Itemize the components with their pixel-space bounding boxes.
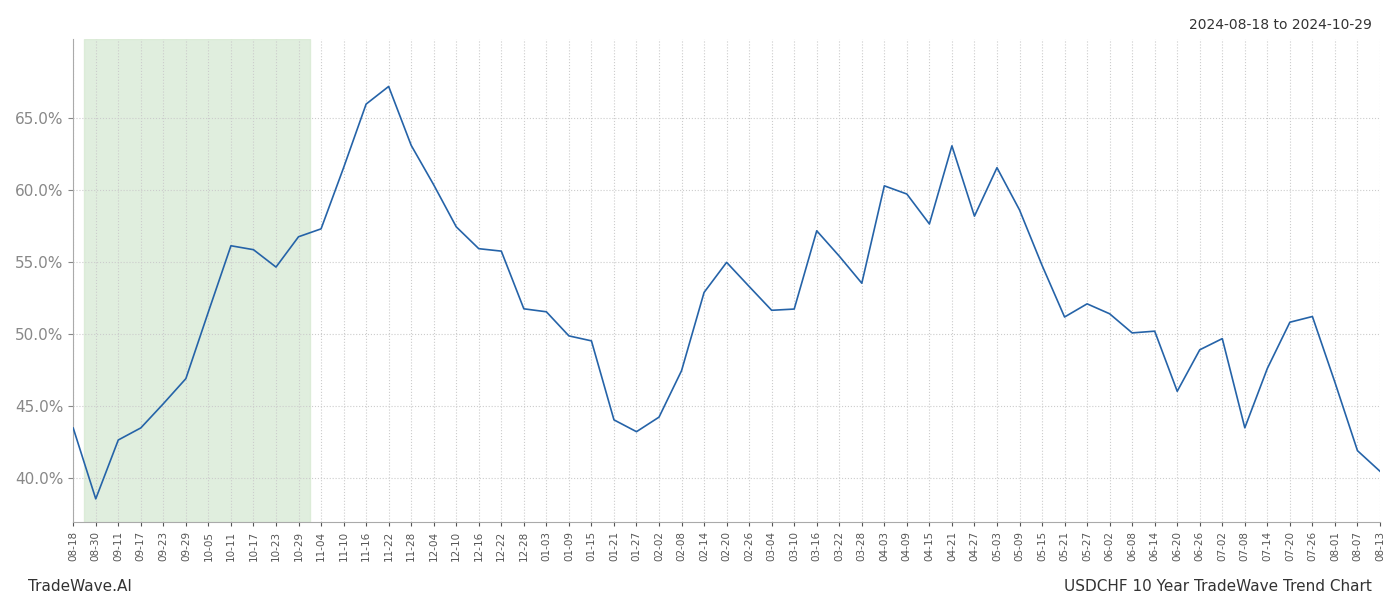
Text: 2024-08-18 to 2024-10-29: 2024-08-18 to 2024-10-29: [1189, 18, 1372, 32]
Bar: [84, 39, 309, 522]
Text: USDCHF 10 Year TradeWave Trend Chart: USDCHF 10 Year TradeWave Trend Chart: [1064, 579, 1372, 594]
Text: TradeWave.AI: TradeWave.AI: [28, 579, 132, 594]
